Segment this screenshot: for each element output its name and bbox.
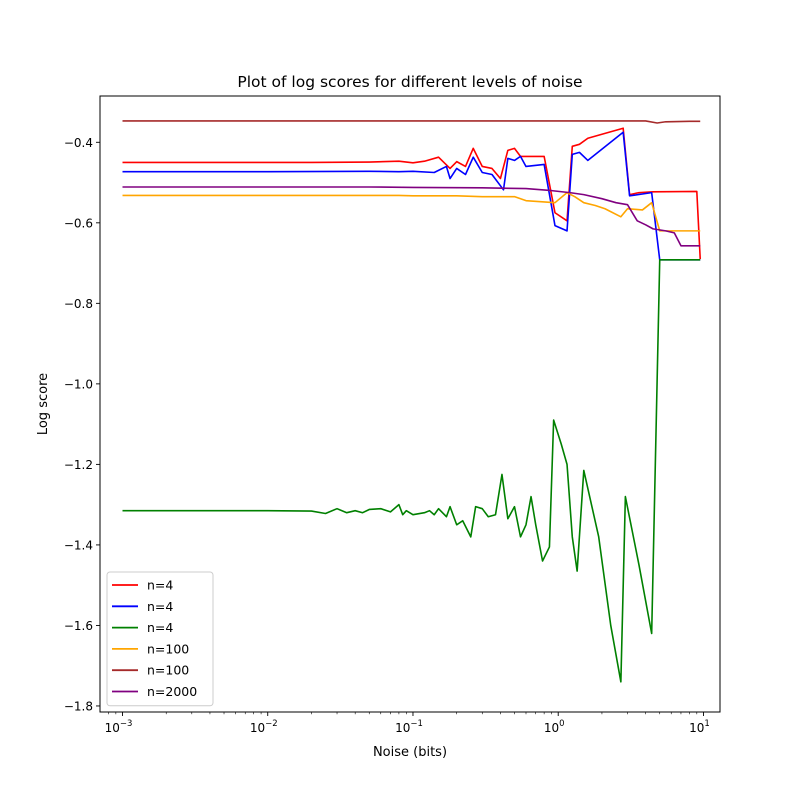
legend-label: n=4: [147, 578, 173, 593]
y-tick-label: −0.6: [64, 216, 93, 230]
legend-label: n=2000: [147, 684, 197, 699]
y-tick-label: −0.4: [64, 136, 93, 150]
y-axis: −1.8 −1.6 −1.4 −1.2 −1.0 −0.8 −0.6 −0.4: [64, 136, 100, 713]
legend-label: n=4: [147, 620, 173, 635]
legend-label: n=100: [147, 663, 189, 678]
chart-title: Plot of log scores for different levels …: [237, 73, 582, 91]
series-line-2: [122, 131, 701, 261]
x-axis-label: Noise (bits): [373, 745, 447, 760]
legend: n=4 n=4 n=4 n=100 n=100 n=2000: [106, 571, 214, 707]
y-axis-label: Log score: [36, 373, 51, 435]
series-line-6: [122, 186, 701, 247]
series-layer: [122, 120, 702, 683]
y-tick-label: −1.8: [64, 699, 93, 713]
y-tick-label: −1.6: [64, 619, 93, 633]
series-line-3: [122, 259, 701, 683]
series-line-4: [122, 191, 701, 232]
series-line-5: [122, 120, 701, 124]
plot-frame: [99, 95, 721, 713]
y-tick-label: −0.8: [64, 297, 93, 311]
legend-label: n=100: [147, 641, 189, 656]
y-tick-label: −1.0: [64, 377, 93, 391]
y-tick-label: −1.4: [64, 538, 93, 552]
legend-label: n=4: [147, 599, 173, 614]
series-line-1: [122, 127, 702, 260]
y-tick-label: −1.2: [64, 458, 93, 472]
